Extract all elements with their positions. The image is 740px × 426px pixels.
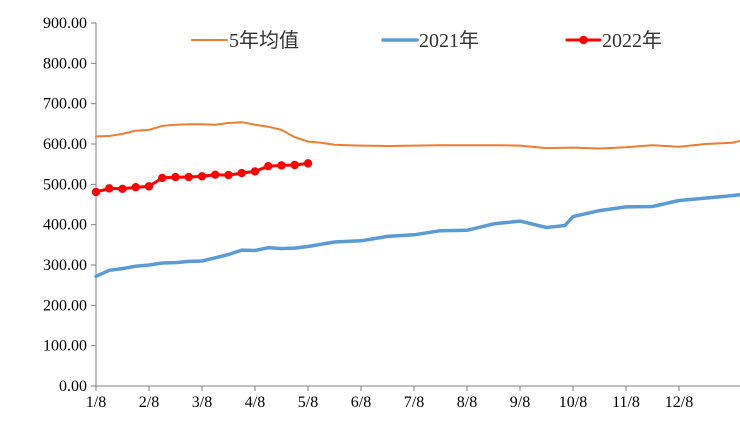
- data-point: [184, 172, 193, 182]
- data-point: [264, 162, 273, 171]
- x-tick-label: 4/8: [245, 394, 265, 411]
- y-tick-label: 300.00: [43, 257, 87, 274]
- x-tick-label: 2/8: [139, 394, 159, 411]
- data-point: [91, 187, 101, 197]
- y-axis: 0.00 100.00 200.00 300.00 400.00 500.00 600.00…: [43, 15, 97, 395]
- x-axis: 1/8 2/8 3/8 4/8 5/8 6/8 7/8 8/8 9/8 10/8 11/8 12/8: [86, 385, 740, 411]
- data-point: [211, 170, 220, 179]
- data-point: [171, 172, 180, 182]
- x-tick-label: 1/8: [86, 394, 106, 411]
- data-point: [277, 161, 286, 170]
- legend-label-1: 2021年: [419, 29, 479, 52]
- y-tick-label: 500.00: [43, 176, 87, 193]
- data-point: [250, 167, 260, 176]
- series-layer: [91, 121, 740, 279]
- data-point: [105, 184, 114, 193]
- y-tick-label: 100.00: [43, 338, 87, 355]
- data-point: [224, 170, 233, 180]
- data-point: [303, 159, 313, 168]
- legend: 5年均值 2021年 2022年: [191, 29, 662, 52]
- series-line-1: [94, 192, 740, 279]
- y-tick-label: 800.00: [43, 55, 87, 72]
- y-tick-label: 200.00: [43, 297, 87, 314]
- data-point: [118, 184, 127, 193]
- y-tick-label: 600.00: [43, 136, 87, 153]
- x-tick-label: 10/8: [559, 394, 587, 411]
- x-tick-label: 8/8: [457, 394, 477, 411]
- data-point: [197, 172, 207, 181]
- legend-marker: [579, 35, 588, 45]
- data-point: [237, 168, 246, 178]
- x-tick-label: 12/8: [665, 394, 693, 411]
- x-tick-label: 3/8: [192, 394, 212, 411]
- data-point: [290, 160, 299, 170]
- x-tick-label: 11/8: [612, 394, 640, 411]
- data-point: [144, 182, 154, 191]
- x-tick-label: 5/8: [298, 394, 318, 411]
- y-tick-label: 400.00: [43, 217, 87, 234]
- y-tick-label: 0.00: [59, 378, 87, 395]
- legend-label-0: 5年均值: [229, 29, 299, 52]
- legend-label-2: 2022年: [602, 29, 662, 52]
- data-point: [131, 182, 140, 192]
- y-tick-label: 900.00: [43, 15, 87, 32]
- series-line-0: [95, 121, 740, 150]
- y-tick-label: 700.00: [43, 96, 87, 113]
- x-tick-label: 7/8: [404, 394, 424, 411]
- data-point: [158, 173, 167, 183]
- x-tick-label: 9/8: [510, 394, 530, 411]
- x-tick-label: 6/8: [351, 394, 371, 411]
